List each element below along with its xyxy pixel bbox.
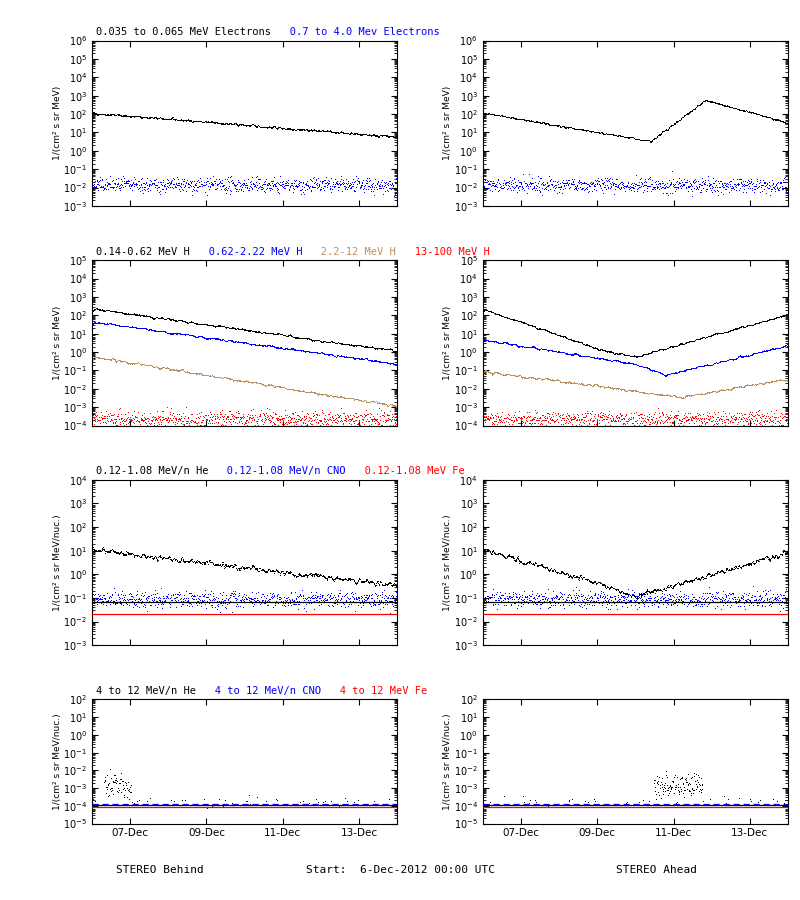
- Y-axis label: 1/(cm² s sr MeV): 1/(cm² s sr MeV): [53, 86, 62, 160]
- Text: STEREO Behind: STEREO Behind: [116, 865, 204, 875]
- Text: 0.12-1.08 MeV/n He: 0.12-1.08 MeV/n He: [96, 466, 209, 476]
- Text: 13-100 MeV H: 13-100 MeV H: [396, 247, 490, 256]
- Text: 4 to 12 MeV/n He: 4 to 12 MeV/n He: [96, 686, 196, 696]
- Text: 4 to 12 MeV Fe: 4 to 12 MeV Fe: [321, 686, 427, 696]
- Y-axis label: 1/(cm² s sr MeV/nuc.): 1/(cm² s sr MeV/nuc.): [53, 713, 62, 810]
- Text: 0.62-2.22 MeV H: 0.62-2.22 MeV H: [190, 247, 302, 256]
- Text: 0.12-1.08 MeV/n CNO: 0.12-1.08 MeV/n CNO: [209, 466, 346, 476]
- Y-axis label: 1/(cm² s sr MeV): 1/(cm² s sr MeV): [53, 306, 62, 380]
- Y-axis label: 1/(cm² s sr MeV/nuc.): 1/(cm² s sr MeV/nuc.): [53, 514, 62, 611]
- Y-axis label: 1/(cm² s sr MeV/nuc.): 1/(cm² s sr MeV/nuc.): [443, 713, 452, 810]
- Text: 4 to 12 MeV/n CNO: 4 to 12 MeV/n CNO: [196, 686, 321, 696]
- Text: 2.2-12 MeV H: 2.2-12 MeV H: [302, 247, 396, 256]
- Text: 0.14-0.62 MeV H: 0.14-0.62 MeV H: [96, 247, 190, 256]
- Text: 0.7 to 4.0 Mev Electrons: 0.7 to 4.0 Mev Electrons: [271, 27, 440, 37]
- Y-axis label: 1/(cm² s sr MeV): 1/(cm² s sr MeV): [443, 86, 453, 160]
- Y-axis label: 1/(cm² s sr MeV): 1/(cm² s sr MeV): [443, 306, 452, 380]
- Text: Start:  6-Dec-2012 00:00 UTC: Start: 6-Dec-2012 00:00 UTC: [306, 865, 494, 875]
- Y-axis label: 1/(cm² s sr MeV/nuc.): 1/(cm² s sr MeV/nuc.): [443, 514, 453, 611]
- Text: 0.035 to 0.065 MeV Electrons: 0.035 to 0.065 MeV Electrons: [96, 27, 271, 37]
- Text: 0.12-1.08 MeV Fe: 0.12-1.08 MeV Fe: [346, 466, 465, 476]
- Text: STEREO Ahead: STEREO Ahead: [615, 865, 697, 875]
